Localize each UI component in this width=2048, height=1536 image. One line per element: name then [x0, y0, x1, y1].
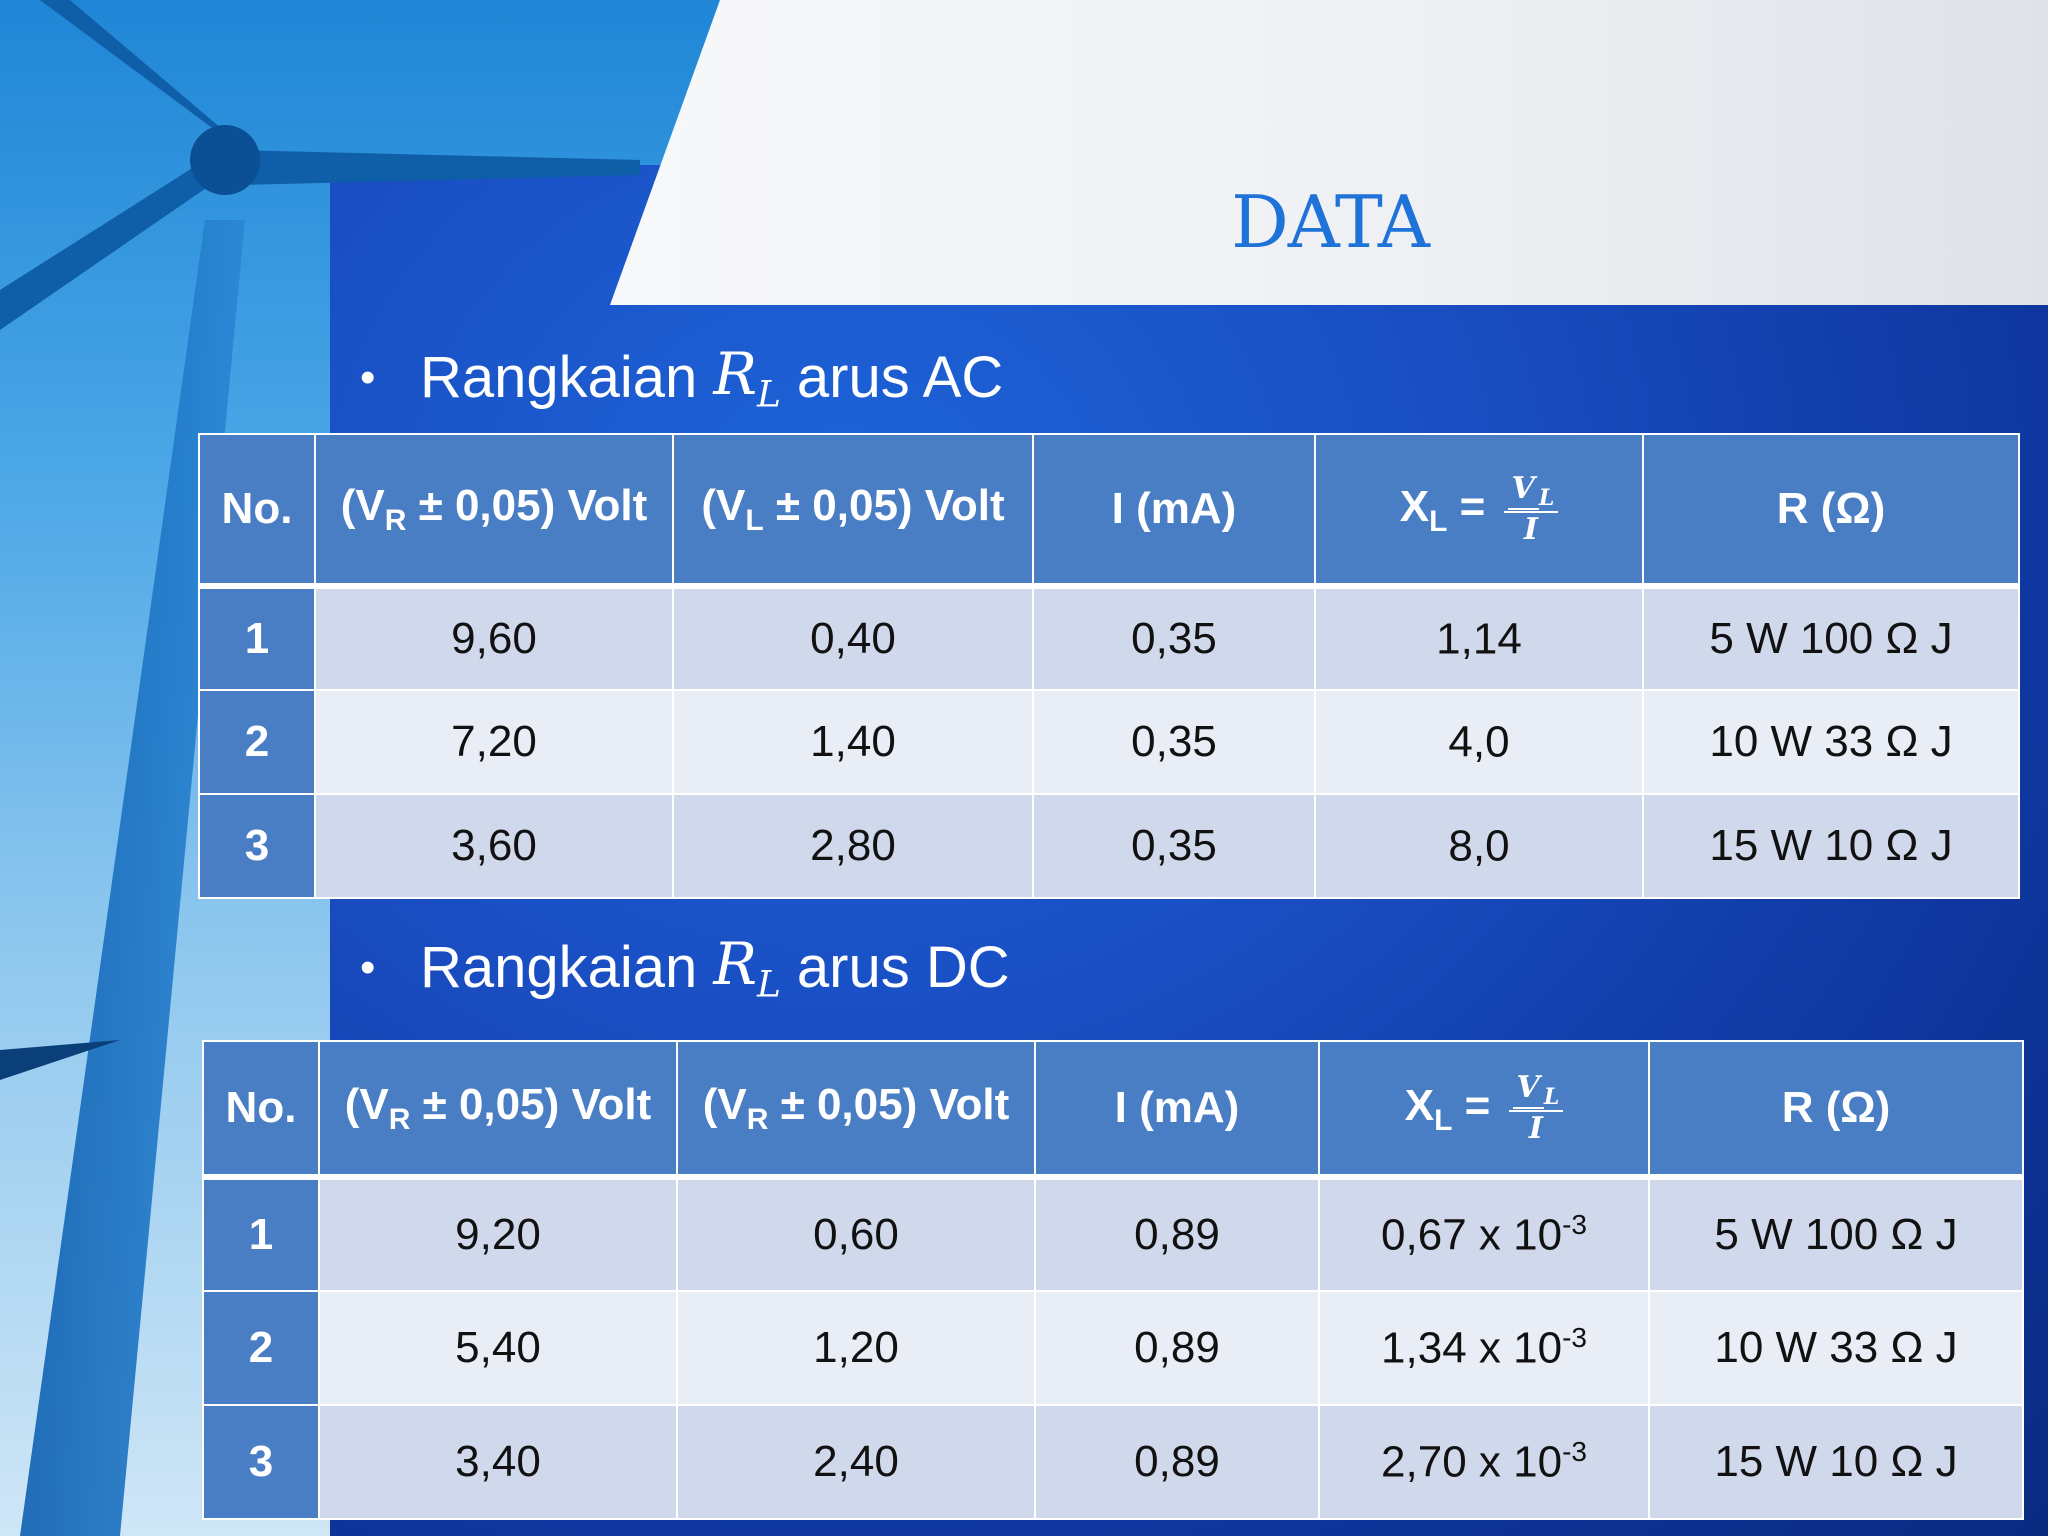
cell-current: 0,89: [1034, 1176, 1320, 1292]
cell-resistance: 5 W 100 Ω J: [1642, 585, 2020, 691]
bullet-icon: •: [360, 352, 376, 402]
cell-vr-2: 1,20: [676, 1290, 1036, 1406]
cell-vr: 7,20: [314, 689, 674, 795]
cell-no: 2: [198, 689, 316, 795]
header-vl: (VL ± 0,05) Volt: [672, 433, 1034, 589]
cell-vr: 5,40: [318, 1290, 678, 1406]
bullet-icon: •: [360, 942, 376, 992]
cell-current: 0,35: [1032, 689, 1316, 795]
cell-vr-2: 2,40: [676, 1404, 1036, 1520]
header-vr-2: (VR ± 0,05) Volt: [676, 1040, 1036, 1180]
section-heading-ac: • Rangkaian RL arus AC: [360, 340, 1003, 416]
header-resistance: R (Ω): [1648, 1040, 2024, 1180]
heading-suffix: arus AC: [796, 345, 1004, 411]
header-current: I (mA): [1034, 1040, 1320, 1180]
cell-vl: 2,80: [672, 793, 1034, 899]
cell-xl: 2,70 x 10-3: [1318, 1404, 1650, 1520]
cell-vr: 9,20: [318, 1176, 678, 1292]
cell-no: 2: [202, 1290, 320, 1406]
heading-variable: RL: [713, 930, 781, 1006]
cell-current: 0,89: [1034, 1404, 1320, 1520]
cell-xl: 8,0: [1314, 793, 1644, 899]
heading-variable: RL: [713, 340, 781, 416]
header-vr: (VR ± 0,05) Volt: [318, 1040, 678, 1180]
cell-vl: 1,40: [672, 689, 1034, 795]
cell-resistance: 5 W 100 Ω J: [1648, 1176, 2024, 1292]
cell-vr: 9,60: [314, 585, 674, 691]
cell-vr: 3,40: [318, 1404, 678, 1520]
header-no: No.: [198, 433, 316, 589]
header-resistance: R (Ω): [1642, 433, 2020, 589]
cell-no: 1: [202, 1176, 320, 1292]
cell-no: 3: [202, 1404, 320, 1520]
ac-data-table: No. (VR ± 0,05) Volt (VL ± 0,05) Volt I …: [198, 433, 2020, 899]
cell-xl: 0,67 x 10-3: [1318, 1176, 1650, 1292]
cell-current: 0,89: [1034, 1290, 1320, 1406]
heading-prefix: Rangkaian: [420, 345, 698, 411]
cell-xl: 1,34 x 10-3: [1318, 1290, 1650, 1406]
cell-resistance: 10 W 33 Ω J: [1648, 1290, 2024, 1406]
cell-xl: 1,14: [1314, 585, 1644, 691]
cell-no: 3: [198, 793, 316, 899]
heading-suffix: arus DC: [796, 935, 1010, 1001]
table-row: 3 3,40 2,40 0,89 2,70 x 10-3 15 W 10 Ω J: [202, 1404, 2024, 1520]
page-title: DATA: [1231, 180, 1430, 264]
header-current: I (mA): [1032, 433, 1316, 589]
table-header-row: No. (VR ± 0,05) Volt (VR ± 0,05) Volt I …: [202, 1040, 2024, 1180]
title-panel: [610, 0, 2048, 305]
table-row: 1 9,60 0,40 0,35 1,14 5 W 100 Ω J: [198, 585, 2020, 691]
cell-resistance: 15 W 10 Ω J: [1642, 793, 2020, 899]
table-row: 3 3,60 2,80 0,35 8,0 15 W 10 Ω J: [198, 793, 2020, 899]
cell-current: 0,35: [1032, 793, 1316, 899]
section-heading-dc: • Rangkaian RL arus DC: [360, 930, 1010, 1006]
cell-current: 0,35: [1032, 585, 1316, 691]
cell-no: 1: [198, 585, 316, 691]
table-row: 2 5,40 1,20 0,89 1,34 x 10-3 10 W 33 Ω J: [202, 1290, 2024, 1406]
cell-resistance: 15 W 10 Ω J: [1648, 1404, 2024, 1520]
wind-turbine-image: [0, 0, 640, 1536]
cell-vl: 0,40: [672, 585, 1034, 691]
cell-vr: 3,60: [314, 793, 674, 899]
heading-prefix: Rangkaian: [420, 935, 698, 1001]
table-header-row: No. (VR ± 0,05) Volt (VL ± 0,05) Volt I …: [198, 433, 2020, 589]
table-row: 1 9,20 0,60 0,89 0,67 x 10-3 5 W 100 Ω J: [202, 1176, 2024, 1292]
cell-xl: 4,0: [1314, 689, 1644, 795]
header-no: No.: [202, 1040, 320, 1180]
cell-resistance: 10 W 33 Ω J: [1642, 689, 2020, 795]
header-vr: (VR ± 0,05) Volt: [314, 433, 674, 589]
cell-vr-2: 0,60: [676, 1176, 1036, 1292]
table-row: 2 7,20 1,40 0,35 4,0 10 W 33 Ω J: [198, 689, 2020, 795]
dc-data-table: No. (VR ± 0,05) Volt (VR ± 0,05) Volt I …: [202, 1040, 2024, 1520]
